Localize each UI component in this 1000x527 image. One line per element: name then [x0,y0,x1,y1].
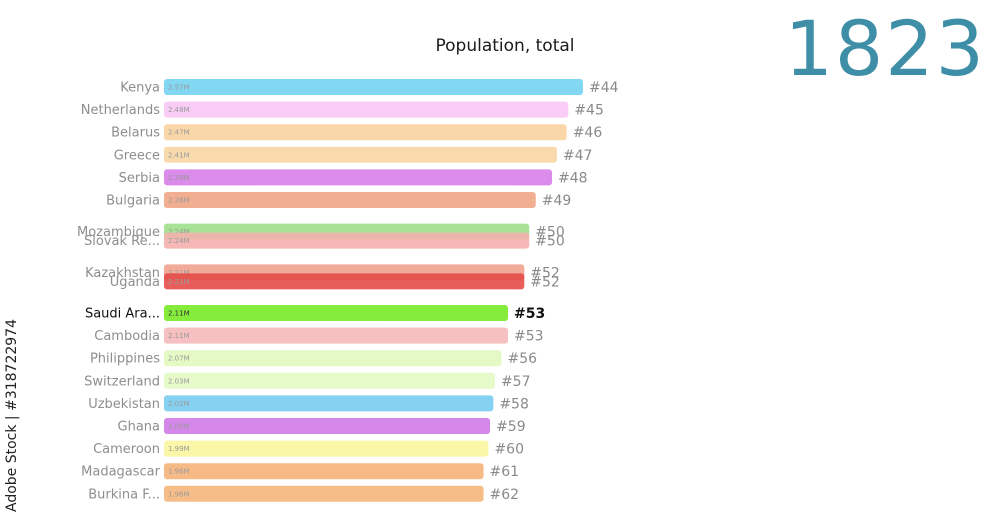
bar-label-9: Uganda [110,275,160,290]
bar-value-11: 2.11M [168,332,190,340]
bar-rank-17: #61 [490,464,520,480]
bar-label-13: Switzerland [84,374,160,389]
bar-label-5: Bulgaria [106,194,160,209]
bar-value-13: 2.03M [168,377,190,385]
bar-11 [164,327,509,344]
bar-18 [164,485,484,502]
bar-rank-0: #44 [589,80,619,96]
bar-14 [164,395,494,412]
bar-label-2: Belarus [111,126,160,141]
bar-value-14: 2.02M [168,400,190,408]
bar-label-11: Cambodia [94,329,160,344]
bar-value-1: 2.48M [168,106,190,114]
year-counter: 1823 [784,4,986,93]
bar-value-16: 1.99M [168,445,190,453]
bar-value-8: 2.21M [168,269,190,277]
bar-rank-11: #53 [514,329,544,345]
bar-10 [164,305,509,321]
bar-rank-6: #50 [535,225,565,241]
bar-15 [164,418,491,434]
bar-17 [164,463,484,480]
bar-label-10: Saudi Ara... [85,307,160,322]
bar-value-7: 2.24M [168,237,190,245]
bar-rank-10: #53 [514,306,545,322]
bar-rank-16: #60 [494,442,524,458]
bar-value-10: 2.11M [168,310,190,318]
bar-rank-7: #50 [535,234,565,250]
bar-7 [164,232,530,249]
bar-rank-18: #62 [490,487,520,503]
bar-label-17: Madagascar [81,465,161,480]
bar-label-18: Burkina F... [88,487,160,502]
bar-rank-1: #45 [574,103,604,119]
bar-value-12: 2.07M [168,355,190,363]
bar-value-17: 1.96M [168,468,190,476]
bar-2 [164,124,567,141]
bar-9 [164,273,525,290]
bar-3 [164,146,557,163]
bar-value-4: 2.38M [168,174,190,182]
bar-label-4: Serbia [119,171,160,186]
bar-label-8: Kazakhstan [85,266,160,281]
bar-5 [164,192,536,208]
bar-label-16: Cameroon [93,442,160,457]
bar-value-2: 2.47M [168,129,190,137]
bar-label-6: Mozambique [77,225,160,240]
chart-title: Population, total [435,36,575,56]
bar-label-0: Kenya [120,81,160,96]
bar-rank-5: #49 [542,193,572,209]
bar-13 [164,372,495,389]
bar-0 [164,79,583,95]
bar-rank-3: #47 [563,148,593,164]
bar-label-14: Uzbekistan [88,397,160,412]
bar-rank-15: #59 [496,419,526,435]
bar-label-7: Slovak Re... [84,234,160,249]
bar-12 [164,350,502,367]
bar-value-0: 2.57M [168,84,190,92]
bar-value-5: 2.28M [168,197,190,205]
bar-rank-13: #57 [501,374,531,390]
bar-label-3: Greece [114,148,160,163]
bar-value-6: 2.24M [168,228,190,236]
bar-16 [164,440,489,457]
bar-value-3: 2.41M [168,151,190,159]
bar-rank-9: #52 [530,274,560,290]
bar-value-18: 1.96M [168,490,190,498]
bar-1 [164,101,569,118]
bar-rank-4: #48 [558,170,588,186]
bar-rank-14: #58 [499,396,529,412]
bar-label-1: Netherlands [81,103,160,118]
bar-rank-8: #52 [530,265,560,281]
bar-value-9: 2.21M [168,278,190,286]
bar-rank-2: #46 [573,125,603,141]
bar-label-12: Philippines [90,352,160,367]
bar-label-15: Ghana [118,420,161,435]
bar-rank-12: #56 [507,351,537,367]
bar-value-15: 2.00M [168,423,190,431]
bar-4 [164,169,553,186]
